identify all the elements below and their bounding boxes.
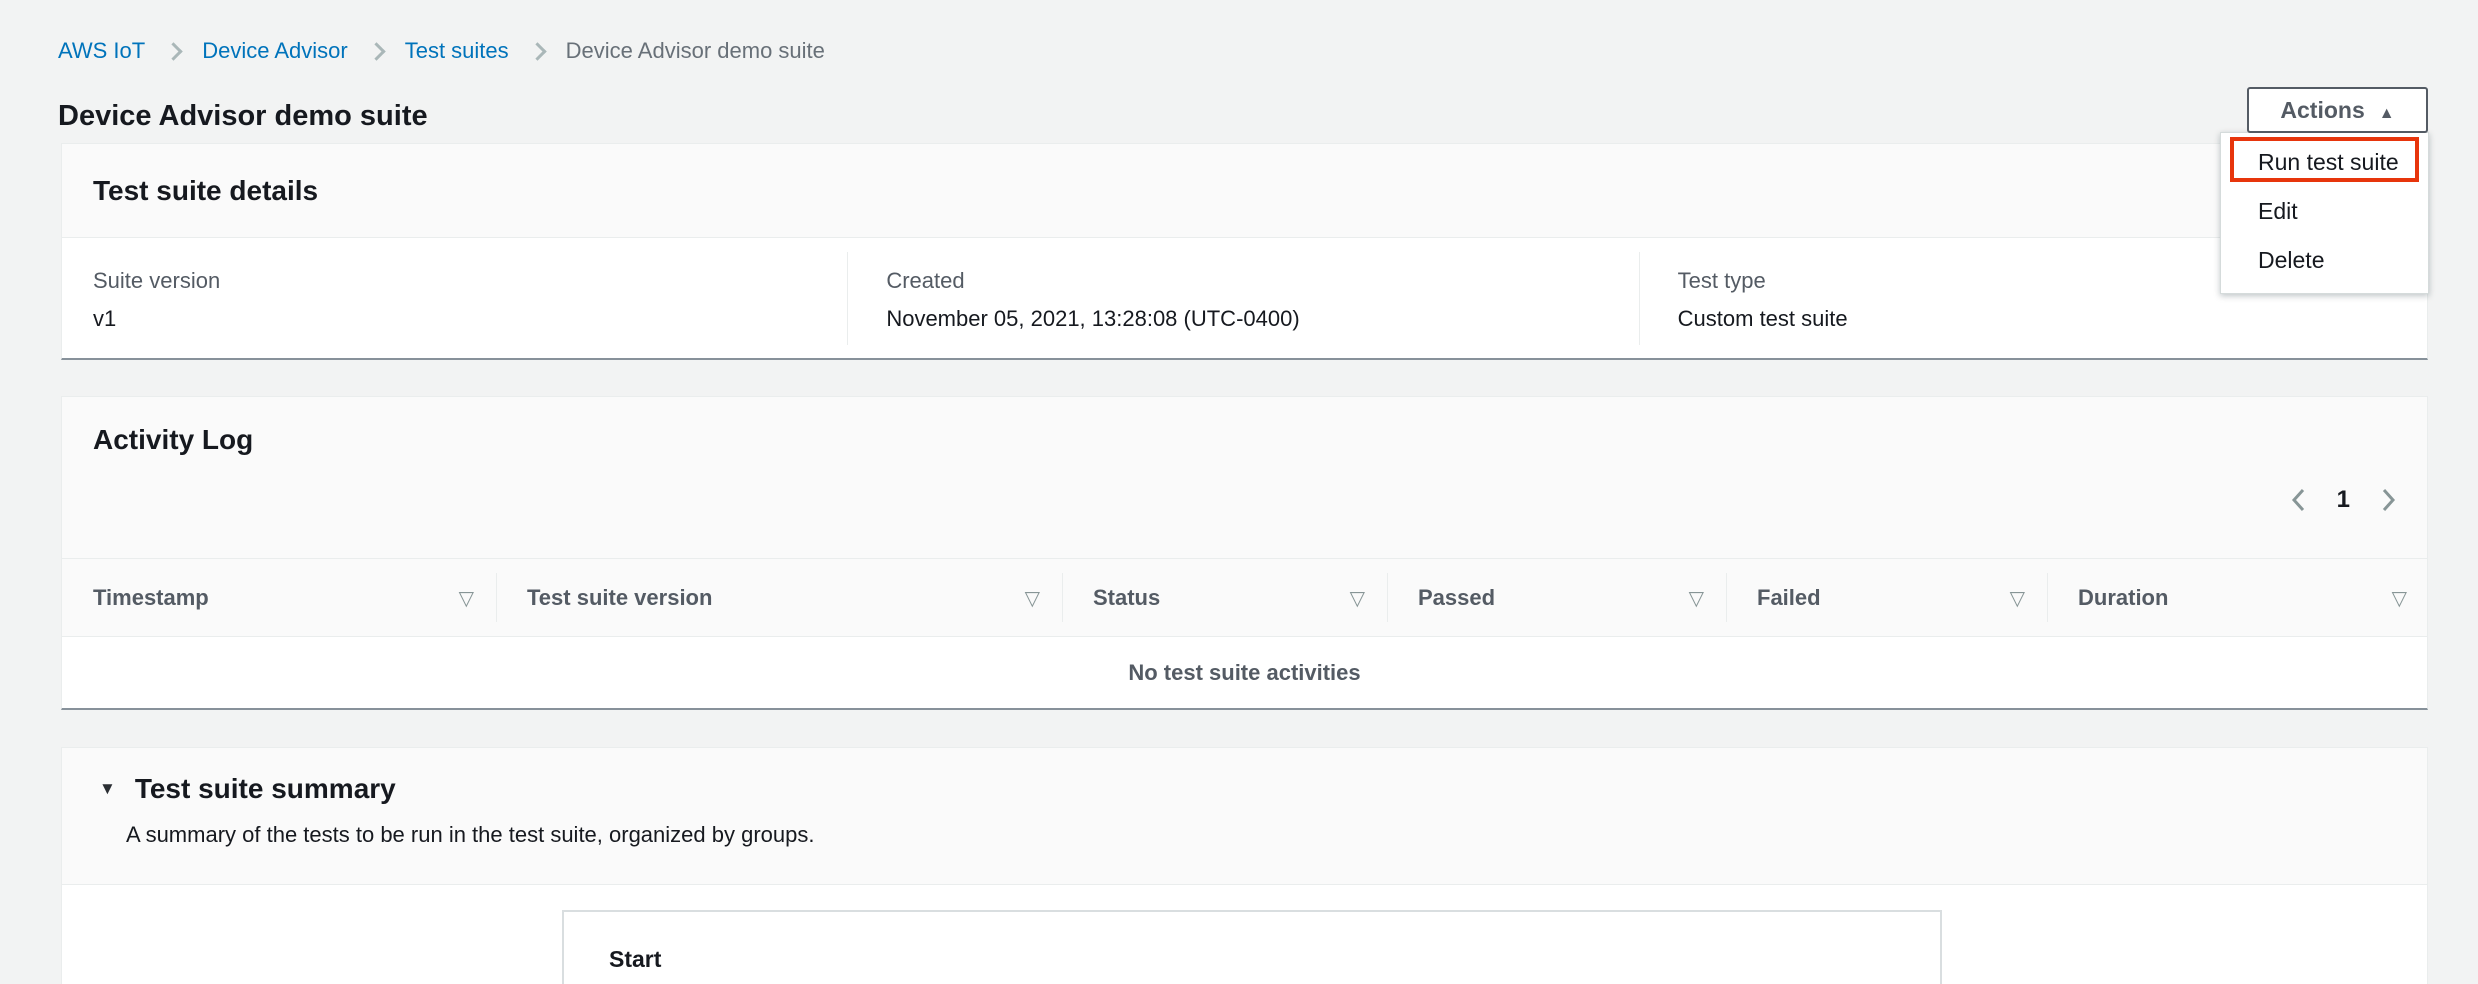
- start-group-box: Start: [562, 910, 1942, 984]
- menu-item-run-test-suite[interactable]: Run test suite: [2258, 149, 2399, 175]
- chevron-right-icon: [164, 41, 183, 61]
- previous-page-button[interactable]: [2288, 485, 2310, 515]
- chevron-right-icon: [527, 41, 547, 61]
- filter-icon[interactable]: [459, 585, 474, 611]
- field-created: Created November 05, 2021, 13:28:08 (UTC…: [847, 252, 1638, 345]
- field-suite-version: Suite version v1: [62, 238, 847, 359]
- field-value: v1: [93, 306, 117, 331]
- column-label: Failed: [1757, 584, 1821, 610]
- column-label: Passed: [1418, 584, 1496, 610]
- field-label: Created: [886, 268, 965, 293]
- activity-log-table-header: Timestamp Test suite version Status Pass…: [62, 559, 2427, 637]
- menu-item-delete[interactable]: Delete: [2258, 247, 2325, 273]
- field-label: Test type: [1677, 268, 1766, 293]
- activity-log-title: Activity Log: [93, 424, 254, 455]
- actions-button-label: Actions: [2280, 96, 2365, 123]
- page-title: Device Advisor demo suite: [58, 100, 428, 132]
- field-value: November 05, 2021, 13:28:08 (UTC-0400): [886, 306, 1300, 331]
- column-label: Duration: [2078, 584, 2169, 610]
- activity-log-panel: Activity Log 1 Timestamp Test suite vers…: [61, 396, 2428, 710]
- field-label: Suite version: [93, 268, 221, 293]
- filter-icon[interactable]: [1350, 585, 1365, 611]
- filter-icon[interactable]: [2010, 585, 2025, 611]
- filter-icon[interactable]: [1689, 585, 1704, 611]
- details-panel-header: Test suite details: [62, 144, 2427, 238]
- column-header-failed[interactable]: Failed: [1726, 559, 2047, 636]
- start-group-label: Start: [609, 946, 662, 972]
- column-label: Status: [1093, 584, 1161, 610]
- summary-description: A summary of the tests to be run in the …: [126, 822, 815, 847]
- breadcrumb-aws-iot[interactable]: AWS IoT: [58, 38, 146, 63]
- column-label: Test suite version: [527, 584, 713, 610]
- activity-log-header: Activity Log 1: [62, 397, 2427, 559]
- page-number[interactable]: 1: [2336, 486, 2350, 513]
- empty-message-text: No test suite activities: [1128, 659, 1361, 685]
- test-suite-details-panel: Test suite details Suite version v1 Crea…: [61, 143, 2428, 360]
- menu-item-edit[interactable]: Edit: [2258, 198, 2298, 224]
- breadcrumb-current: Device Advisor demo suite: [565, 38, 825, 63]
- actions-button[interactable]: Actions: [2247, 87, 2428, 133]
- column-header-status[interactable]: Status: [1062, 559, 1387, 636]
- breadcrumb-test-suites[interactable]: Test suites: [404, 38, 509, 63]
- details-content: Suite version v1 Created November 05, 20…: [62, 238, 2427, 359]
- summary-title: Test suite summary: [134, 773, 396, 804]
- caret-down-filled-icon: [99, 779, 116, 799]
- filter-icon[interactable]: [1025, 585, 1040, 611]
- pagination: 1: [2288, 485, 2399, 515]
- actions-dropdown-menu: Run test suite Edit Delete: [2220, 132, 2429, 294]
- column-header-test-suite-version[interactable]: Test suite version: [496, 559, 1062, 636]
- column-header-duration[interactable]: Duration: [2047, 559, 2429, 636]
- summary-header: Test suite summary A summary of the test…: [62, 748, 2427, 885]
- summary-expand-toggle[interactable]: Test suite summary: [99, 773, 396, 805]
- field-test-type: Test type Custom test suite: [1638, 252, 2427, 345]
- field-value: Custom test suite: [1677, 306, 1848, 331]
- filter-icon[interactable]: [2392, 585, 2407, 611]
- empty-table-message: No test suite activities: [62, 637, 2427, 708]
- caret-up-icon: [2379, 97, 2395, 124]
- column-header-timestamp[interactable]: Timestamp: [62, 559, 496, 636]
- column-header-passed[interactable]: Passed: [1387, 559, 1726, 636]
- column-label: Timestamp: [93, 584, 209, 610]
- chevron-right-icon: [367, 41, 386, 61]
- breadcrumb: AWS IoT Device Advisor Test suites Devic…: [58, 38, 825, 64]
- next-page-button[interactable]: [2377, 485, 2399, 515]
- details-panel-title: Test suite details: [93, 174, 319, 206]
- breadcrumb-device-advisor[interactable]: Device Advisor: [202, 38, 348, 63]
- test-suite-summary-panel: Test suite summary A summary of the test…: [61, 747, 2428, 984]
